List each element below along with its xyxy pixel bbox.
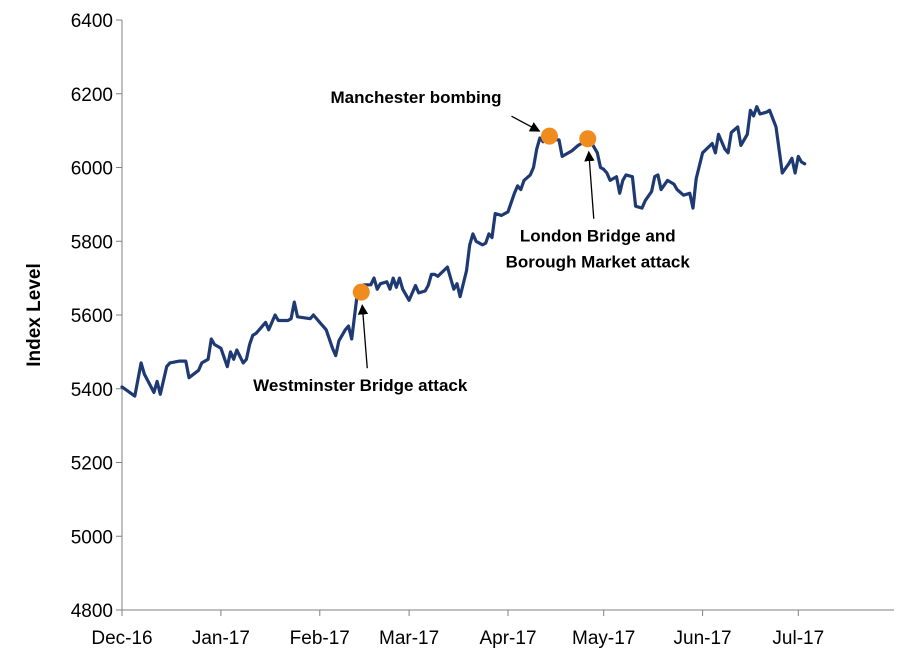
- annotation-arrow: [511, 115, 541, 132]
- event-label: London Bridge and Borough Market attack: [506, 227, 691, 272]
- x-tick-label: Jan-17: [192, 628, 250, 649]
- y-tick-label: 5800: [71, 232, 113, 253]
- y-tick-label: 6400: [71, 11, 113, 32]
- y-tick-label: 6200: [71, 85, 113, 106]
- x-tick-label: Jul-17: [772, 628, 824, 649]
- x-axis-ticks: Dec-16 Jan-17 Feb-17 Mar-17 Apr-17 May-17 Jun-…: [91, 610, 824, 649]
- event-label: Manchester bombing: [331, 88, 502, 107]
- series-line: [120, 105, 807, 398]
- event-label: Westminster Bridge attack: [253, 376, 468, 395]
- y-axis-title: Index Level: [24, 263, 45, 367]
- y-axis-ticks: 4800 5000 5200 5400 5600 5800 6000 6200 6400: [71, 11, 122, 622]
- x-tick-label: Mar-17: [379, 628, 439, 649]
- event-marker: [352, 283, 370, 301]
- annotation-arrow: [357, 304, 369, 369]
- x-tick-label: May-17: [572, 628, 635, 649]
- x-tick-label: Feb-17: [290, 628, 350, 649]
- y-tick-label: 4800: [71, 601, 113, 622]
- y-tick-label: 5400: [71, 380, 113, 401]
- y-tick-label: 6000: [71, 159, 113, 180]
- event-marker: [579, 130, 597, 148]
- y-tick-label: 5600: [71, 306, 113, 327]
- x-tick-label: Jun-17: [674, 628, 732, 649]
- x-tick-label: Apr-17: [479, 628, 536, 649]
- event-marker: [540, 127, 558, 145]
- y-tick-label: 5000: [71, 527, 113, 548]
- y-tick-label: 5200: [71, 454, 113, 475]
- x-tick-label: Dec-16: [91, 628, 152, 649]
- annotations: Westminster Bridge attack Manchester bomb…: [253, 88, 690, 395]
- annotation-arrow: [584, 150, 595, 219]
